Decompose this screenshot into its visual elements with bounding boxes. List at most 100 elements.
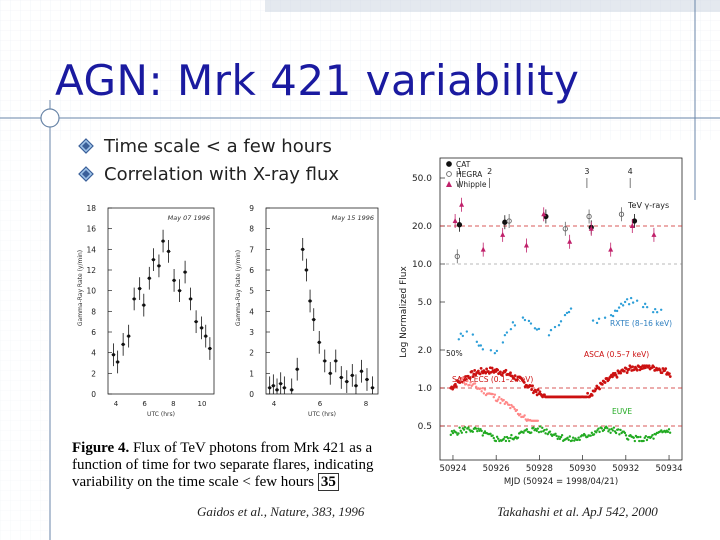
data-point: [651, 434, 654, 437]
data-point: [624, 367, 628, 370]
data-point: [611, 314, 615, 318]
data-point: [614, 431, 618, 435]
data-point: [537, 430, 541, 434]
data-point: [639, 435, 642, 439]
y-tick-label: 7: [249, 245, 254, 254]
data-point: [603, 316, 607, 319]
data-point: [499, 401, 502, 405]
data-point: [454, 385, 458, 388]
data-point: [655, 310, 659, 314]
data-point: [635, 299, 639, 302]
data-point: [489, 432, 492, 436]
x-tick-label: 6: [318, 400, 323, 408]
data-point: [483, 388, 487, 391]
data-point: [629, 223, 635, 228]
y-tick-label: 0: [91, 390, 96, 399]
data-point: [541, 211, 547, 217]
bullet-item: Time scale < a few hours: [78, 132, 339, 160]
data-point: [500, 231, 506, 237]
data-point: [194, 320, 198, 324]
data-point: [543, 428, 546, 432]
data-point: [183, 270, 187, 274]
data-point: [545, 428, 548, 431]
data-point: [457, 432, 460, 435]
data-point: [536, 419, 540, 422]
data-point: [642, 439, 645, 443]
data-point: [643, 302, 647, 306]
data-point: [509, 327, 513, 331]
data-point: [467, 426, 470, 429]
y-tick-label: 14: [86, 245, 96, 254]
data-point: [147, 276, 151, 280]
data-point: [490, 366, 494, 370]
x-tick-label: 4: [272, 400, 277, 408]
data-point: [653, 307, 657, 311]
data-point: [591, 319, 595, 322]
data-point: [600, 382, 604, 386]
data-point: [668, 431, 672, 434]
data-point: [536, 388, 540, 392]
data-point: [567, 238, 573, 244]
data-point: [450, 430, 454, 433]
y-tick-label: 5.0: [418, 298, 433, 308]
data-point: [510, 433, 513, 437]
data-point: [308, 299, 312, 303]
data-point: [570, 439, 574, 442]
data-point: [271, 384, 275, 388]
data-point: [458, 381, 462, 384]
data-point: [458, 426, 461, 429]
data-point: [615, 309, 619, 313]
data-point: [571, 436, 575, 439]
data-point: [473, 382, 477, 385]
data-point: [509, 436, 512, 440]
data-point: [537, 327, 541, 331]
data-point: [477, 427, 480, 430]
data-point: [666, 430, 670, 434]
data-point: [584, 434, 587, 437]
data-point: [466, 379, 469, 383]
data-point: [157, 264, 161, 268]
panel-date-label: May 07 1996: [168, 214, 210, 222]
data-point: [538, 390, 542, 394]
data-point: [544, 432, 547, 435]
takahashi-figure: 50.0 20.0 10.0 5.0 2.0 1.0 0.5 Log Normalized F…: [396, 152, 686, 492]
data-point: [535, 328, 539, 331]
data-point: [590, 394, 594, 397]
x-tick-label: 50932: [612, 464, 639, 474]
data-point: [651, 231, 657, 237]
data-point: [465, 382, 468, 386]
data-point: [166, 249, 171, 253]
data-point: [533, 327, 537, 330]
data-point: [370, 386, 375, 390]
data-point: [208, 346, 212, 351]
data-point: [660, 371, 664, 375]
y-tick-label: 2: [249, 349, 254, 358]
data-point: [556, 437, 559, 441]
data-point: [496, 398, 500, 401]
y-tick-label: 18: [86, 204, 96, 213]
data-point: [631, 218, 638, 224]
data-point: [323, 359, 327, 363]
data-point: [454, 253, 460, 259]
y-tick-label: 12: [86, 266, 96, 275]
data-point: [647, 364, 651, 368]
data-point: [563, 313, 567, 317]
data-point: [151, 258, 156, 262]
band-label: TeV γ-rays: [627, 201, 669, 210]
band-label: ASCA (0.5–7 keV): [584, 350, 649, 359]
data-point: [553, 325, 557, 329]
data-point: [301, 247, 305, 251]
data-point: [523, 414, 526, 417]
data-point: [489, 349, 493, 352]
y-tick-label: 6: [249, 266, 254, 275]
data-point: [645, 305, 649, 309]
data-point: [491, 392, 494, 396]
data-point: [618, 433, 621, 436]
y-axis-label: Gamma-Ray Rate (y/min): [235, 250, 242, 326]
data-point: [295, 367, 299, 371]
data-point: [608, 246, 614, 252]
data-point: [459, 429, 462, 432]
data-point: [612, 426, 616, 429]
